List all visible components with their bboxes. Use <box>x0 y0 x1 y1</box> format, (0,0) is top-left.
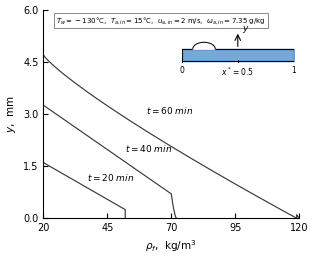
Y-axis label: $y$,  mm: $y$, mm <box>6 95 18 133</box>
Text: $T_w = -130$°C,  $T_{a,in} = 15$°C,  $u_{a,in} = 2$ m/s,  $\omega_{a,in} = 7.35$: $T_w = -130$°C, $T_{a,in} = 15$°C, $u_{a… <box>56 15 266 26</box>
Text: $t = 20$ min: $t = 20$ min <box>87 172 134 183</box>
Text: $t = 60$ min: $t = 60$ min <box>146 105 193 116</box>
X-axis label: $\rho_f$,  kg/m$^3$: $\rho_f$, kg/m$^3$ <box>145 239 197 255</box>
Text: $t = 40$ min: $t = 40$ min <box>125 143 172 154</box>
